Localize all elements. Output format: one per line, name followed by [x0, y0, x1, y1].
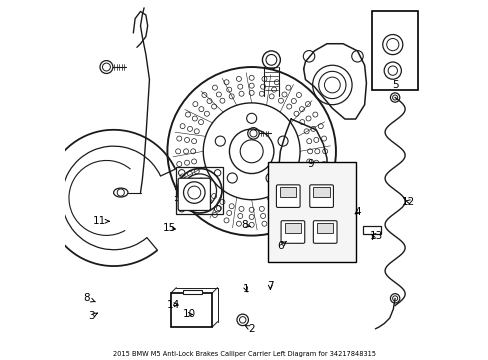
Bar: [371, 12, 418, 90]
Text: 14: 14: [167, 300, 180, 310]
Bar: [362, 226, 380, 234]
Circle shape: [324, 77, 340, 93]
Bar: [183, 290, 202, 294]
Text: 8: 8: [83, 293, 95, 303]
Bar: [313, 187, 329, 197]
Text: 15: 15: [163, 224, 176, 233]
Bar: [267, 162, 355, 262]
Text: 10: 10: [182, 310, 195, 319]
Text: 12: 12: [401, 197, 414, 207]
FancyBboxPatch shape: [281, 221, 304, 243]
Text: 9: 9: [307, 159, 313, 169]
Text: 2: 2: [245, 324, 254, 334]
Text: 13: 13: [369, 231, 382, 240]
FancyBboxPatch shape: [178, 178, 210, 211]
Text: 8: 8: [241, 220, 250, 230]
Text: 4: 4: [353, 207, 360, 217]
Text: 2015 BMW M5 Anti-Lock Brakes Calliper Carrier Left Diagram for 34217848315: 2015 BMW M5 Anti-Lock Brakes Calliper Ca…: [113, 351, 375, 357]
Bar: [280, 187, 296, 197]
Circle shape: [189, 181, 209, 201]
Text: 11: 11: [92, 216, 109, 226]
FancyBboxPatch shape: [276, 185, 300, 207]
FancyBboxPatch shape: [309, 185, 333, 207]
FancyBboxPatch shape: [313, 221, 336, 243]
Text: 7: 7: [266, 281, 273, 291]
Text: 5: 5: [391, 80, 398, 90]
Text: 6: 6: [277, 241, 286, 251]
FancyBboxPatch shape: [171, 293, 212, 327]
Bar: [284, 223, 301, 233]
Text: 3: 3: [87, 311, 97, 321]
Bar: [316, 223, 333, 233]
Text: 1: 1: [243, 284, 249, 294]
